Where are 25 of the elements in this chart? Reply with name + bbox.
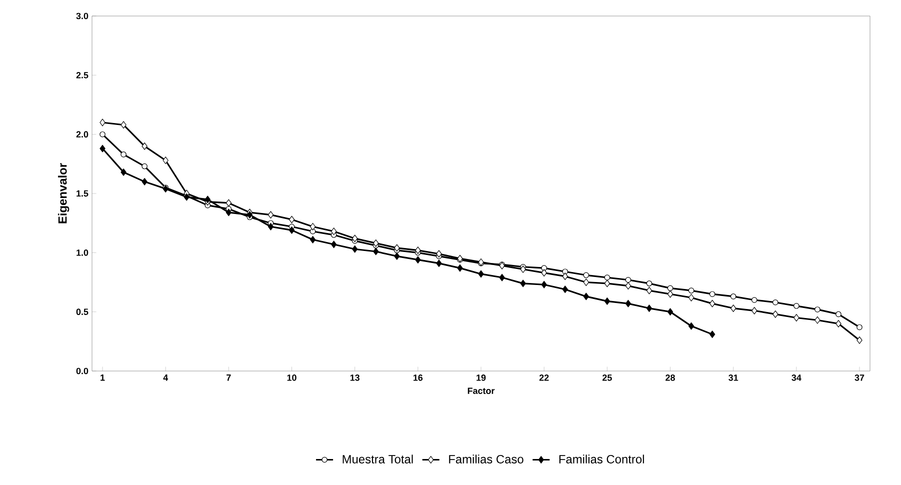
y-tick-label: 0.0 (76, 368, 88, 374)
y-axis-title: Eigenvalor (58, 163, 70, 224)
x-tick-label: 13 (350, 374, 360, 381)
x-tick-label: 28 (666, 374, 675, 381)
x-tick-label: 22 (539, 374, 549, 381)
y-tick-label: 2.0 (76, 131, 88, 138)
x-tick-label: 16 (413, 374, 423, 381)
x-tick-label: 10 (287, 374, 296, 381)
x-tick-label: 31 (728, 374, 738, 381)
x-tick-label: 7 (226, 374, 231, 381)
legend-label: Familias Caso (449, 454, 524, 464)
legend-label: Muestra Total (342, 454, 413, 464)
x-axis-title: Factor (468, 388, 495, 394)
y-tick-label: 3.0 (76, 12, 88, 20)
x-tick-label: 37 (854, 374, 864, 381)
x-tick-label: 34 (792, 374, 802, 381)
x-tick-label: 19 (476, 374, 486, 381)
y-tick-label: 1.5 (76, 190, 88, 197)
y-tick-label: 0.5 (76, 308, 88, 316)
legend-label: Familias Control (559, 454, 644, 464)
x-tick-label: 4 (163, 374, 168, 381)
y-tick-label: 1.0 (76, 249, 88, 256)
y-tick-label: 2.5 (76, 72, 88, 78)
x-tick-label: 1 (100, 374, 105, 381)
x-tick-label: 25 (602, 374, 612, 381)
